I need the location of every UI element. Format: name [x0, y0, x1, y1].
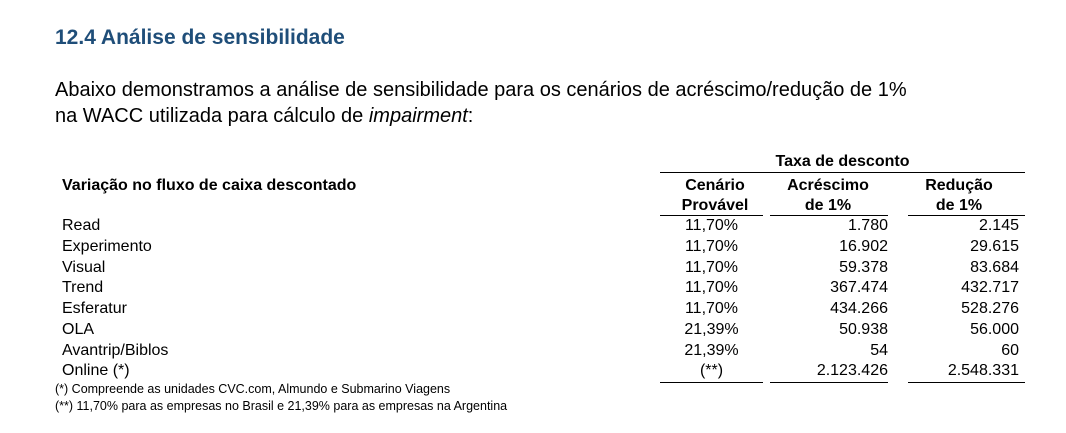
row-rate: (**) [699, 362, 724, 379]
row-label: Avantrip/Biblos [62, 342, 169, 359]
row-increase: 2.123.426 [816, 362, 888, 379]
col-header-scenario-line1: Cenário [685, 177, 745, 194]
row-header: Variação no fluxo de caixa descontado [62, 177, 357, 194]
row-increase: 50.938 [839, 321, 888, 338]
col-decrease-bottom-rule [908, 382, 1025, 383]
row-decrease: 432.717 [961, 279, 1019, 296]
intro-line-1: Abaixo demonstramos a análise de sensibi… [55, 79, 907, 101]
row-decrease: 83.684 [970, 259, 1019, 276]
col-header-decrease-line1: Redução [925, 177, 993, 194]
col-header-decrease-line2: de 1% [935, 197, 983, 214]
intro-line-2-prefix: na WACC utilizada para cálculo de [55, 105, 369, 127]
row-increase: 1.780 [847, 217, 888, 234]
row-decrease: 2.145 [978, 217, 1019, 234]
col-scenario-rule [660, 215, 763, 216]
group-header: Taxa de desconto [775, 153, 910, 170]
row-increase: 59.378 [839, 259, 888, 276]
row-rate: 11,70% [684, 300, 739, 317]
row-decrease: 528.276 [961, 300, 1019, 317]
intro-line-2-suffix: : [467, 105, 474, 127]
col-header-increase-line1: Acréscimo [787, 177, 869, 194]
row-label: Trend [62, 279, 104, 296]
intro-paragraph: Abaixo demonstramos a análise de sensibi… [55, 77, 907, 129]
row-increase: 54 [870, 342, 888, 359]
row-rate: 21,39% [684, 342, 739, 359]
row-label: Read [62, 217, 101, 234]
section-heading: 12.4 Análise de sensibilidade [55, 26, 345, 49]
row-decrease: 60 [1001, 342, 1019, 359]
row-decrease: 56.000 [970, 321, 1019, 338]
row-rate: 11,70% [684, 217, 739, 234]
col-increase-bottom-rule [770, 382, 888, 383]
col-header-scenario-line2: Provável [681, 197, 749, 214]
row-rate: 11,70% [684, 238, 739, 255]
col-decrease-rule [908, 215, 1025, 216]
row-label: Online (*) [62, 362, 130, 379]
row-label: Esferatur [62, 300, 127, 317]
col-header-increase-line2: de 1% [804, 197, 852, 214]
row-decrease: 29.615 [970, 238, 1019, 255]
intro-line-2-italic: impairment [368, 105, 468, 127]
row-label: Visual [62, 259, 106, 276]
row-rate: 11,70% [684, 259, 739, 276]
footnote-2: (**) 11,70% para as empresas no Brasil e… [55, 399, 508, 413]
row-increase: 16.902 [839, 238, 888, 255]
intro-line-2: na WACC utilizada para cálculo de impair… [55, 103, 907, 129]
row-label: OLA [62, 321, 95, 338]
row-increase: 367.474 [830, 279, 888, 296]
row-rate: 11,70% [684, 279, 739, 296]
col-increase-rule [770, 215, 888, 216]
row-increase: 434.266 [830, 300, 888, 317]
group-header-rule [660, 172, 1025, 173]
footnote-1: (*) Compreende as unidades CVC.com, Almu… [55, 382, 451, 396]
row-label: Experimento [62, 238, 152, 255]
row-decrease: 2.548.331 [947, 362, 1019, 379]
row-rate: 21,39% [684, 321, 739, 338]
col-scenario-bottom-rule [660, 382, 763, 383]
